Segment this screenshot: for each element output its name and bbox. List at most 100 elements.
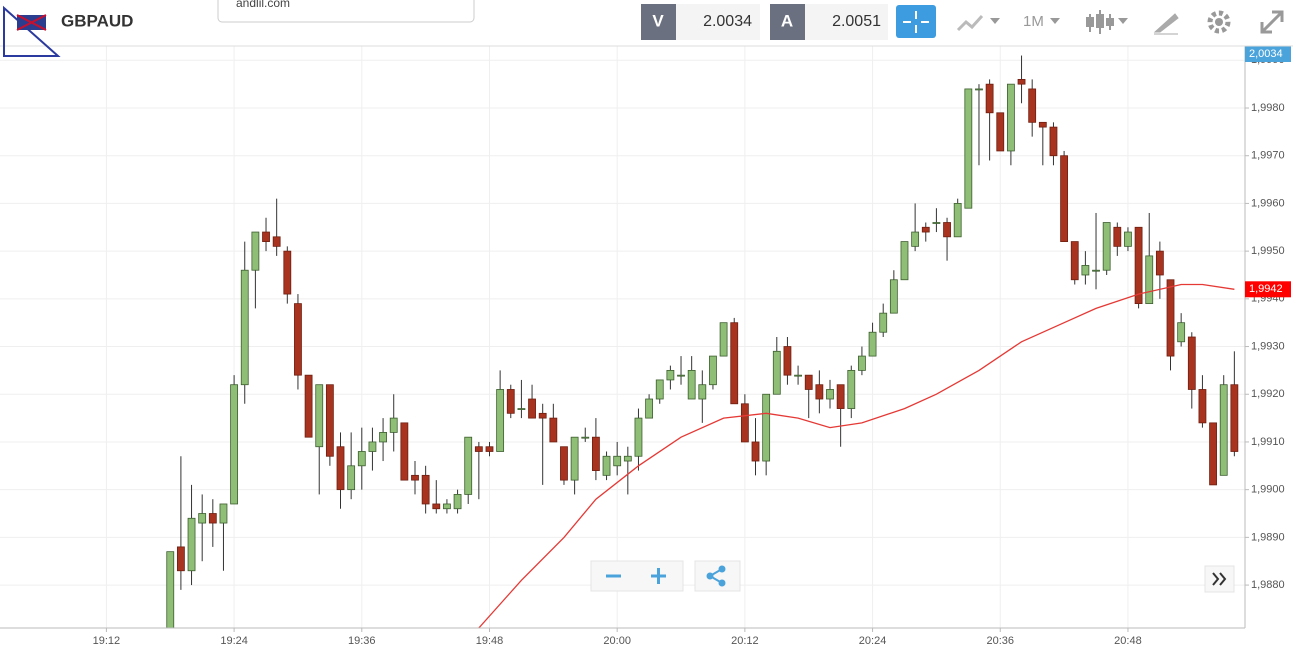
candle-body xyxy=(730,322,739,405)
candle-body xyxy=(1230,384,1239,452)
candle-body xyxy=(1017,78,1026,85)
sell-price: 2.0034 xyxy=(703,13,752,30)
flag-cross xyxy=(16,14,47,31)
settings-icon[interactable] xyxy=(1207,10,1231,34)
chart-type-icon[interactable] xyxy=(956,14,984,32)
scroll-right[interactable] xyxy=(1204,565,1235,593)
candle-body xyxy=(208,513,217,524)
moving-average xyxy=(478,283,1235,628)
x-tick-label: 19:12 xyxy=(93,635,121,647)
crosshair-button[interactable] xyxy=(896,5,936,38)
candle-body xyxy=(368,441,377,452)
candle-body xyxy=(868,331,877,357)
y-tick-label: 1,9930 xyxy=(1251,340,1285,352)
axes: 1,9880 1,9890 1,9900 1,9910 1,9920 1,9930 1,99… xyxy=(93,46,1291,647)
scroll-icon xyxy=(1212,572,1227,586)
candle-body xyxy=(602,455,611,476)
candle-body xyxy=(506,389,515,414)
candle-body xyxy=(655,379,664,400)
candle-body xyxy=(1177,322,1186,343)
ma-price-badge-label: 1,9942 xyxy=(1249,283,1283,295)
y-tick-label: 1,9950 xyxy=(1251,245,1285,257)
candle-body xyxy=(613,455,622,467)
candle-body xyxy=(836,384,845,409)
candle-body xyxy=(1113,226,1122,247)
candles-icon xyxy=(1106,18,1114,26)
candle-body xyxy=(623,455,632,462)
candles-icon xyxy=(1096,14,1104,28)
candle-body xyxy=(1092,269,1100,272)
candle-body xyxy=(304,374,313,438)
candle-body xyxy=(219,503,228,524)
candle-body xyxy=(1166,279,1175,357)
candle-body xyxy=(847,369,856,409)
candle-body xyxy=(1060,155,1069,242)
buy-price: 2.0051 xyxy=(832,13,881,30)
candle-body xyxy=(251,231,260,271)
share-icon xyxy=(718,579,726,587)
share-icon xyxy=(706,572,714,580)
x-tick-label: 19:24 xyxy=(220,635,248,647)
x-tick-label: 19:36 xyxy=(348,635,376,647)
candle-body xyxy=(826,389,834,400)
candle-body xyxy=(815,384,824,400)
ma-price-badge xyxy=(1245,281,1291,298)
candles-icon xyxy=(1086,17,1094,27)
candle-body xyxy=(538,412,547,419)
share-button[interactable] xyxy=(694,560,741,592)
candle-body xyxy=(176,546,185,572)
candle-body xyxy=(411,474,419,481)
last-price-badge xyxy=(1245,46,1291,62)
candle-body xyxy=(1049,126,1058,157)
candle-body xyxy=(262,231,270,242)
buy-button[interactable] xyxy=(770,4,805,40)
settings-icon xyxy=(1215,18,1223,26)
drawing-triangle xyxy=(3,5,61,57)
candle-body xyxy=(485,446,494,452)
candle-body xyxy=(198,513,207,524)
last-price-badge-label: 2,0034 xyxy=(1249,48,1283,60)
candle-body xyxy=(1145,255,1154,305)
x-tick-label: 20:12 xyxy=(731,635,759,647)
zoom-controls xyxy=(590,560,684,592)
candle-body xyxy=(421,474,430,505)
candle-body xyxy=(1198,389,1207,424)
candle-body xyxy=(794,374,802,377)
timeframe[interactable]: 1M xyxy=(1023,13,1044,30)
candle-body xyxy=(400,422,409,481)
candle-body xyxy=(591,436,600,471)
candle-body xyxy=(634,417,643,457)
draw-icon[interactable] xyxy=(1153,13,1179,35)
candle-body xyxy=(570,436,579,481)
candle-body xyxy=(921,226,930,233)
x-tick-label: 20:36 xyxy=(986,635,1014,647)
candle-body xyxy=(240,269,249,386)
candle-body xyxy=(751,441,760,462)
sell-button[interactable] xyxy=(641,4,676,40)
y-tick-label: 1,9900 xyxy=(1251,484,1285,496)
candle-body xyxy=(517,408,526,410)
candle-body xyxy=(549,417,558,443)
grid xyxy=(0,46,1245,628)
candle-body xyxy=(1081,265,1090,276)
candle-body xyxy=(347,465,356,491)
candle-body xyxy=(325,384,334,457)
candle-body xyxy=(1155,250,1164,276)
candle-body xyxy=(677,374,685,377)
y-tick-label: 1,9960 xyxy=(1251,197,1285,209)
candle-body xyxy=(1038,121,1047,128)
candle-body xyxy=(336,446,345,491)
candle-body xyxy=(166,551,175,628)
candle-body xyxy=(230,384,239,505)
fullscreen-icon[interactable] xyxy=(1260,10,1284,34)
candle-body xyxy=(443,503,451,510)
candle-body xyxy=(740,403,749,443)
zoom-in[interactable] xyxy=(651,568,666,584)
candle-body xyxy=(772,350,781,395)
candle-body xyxy=(389,417,398,433)
candle-body xyxy=(560,446,568,481)
candle-body xyxy=(889,279,898,314)
y-tick-label: 1,9980 xyxy=(1251,102,1285,114)
dropdown xyxy=(1118,18,1128,24)
